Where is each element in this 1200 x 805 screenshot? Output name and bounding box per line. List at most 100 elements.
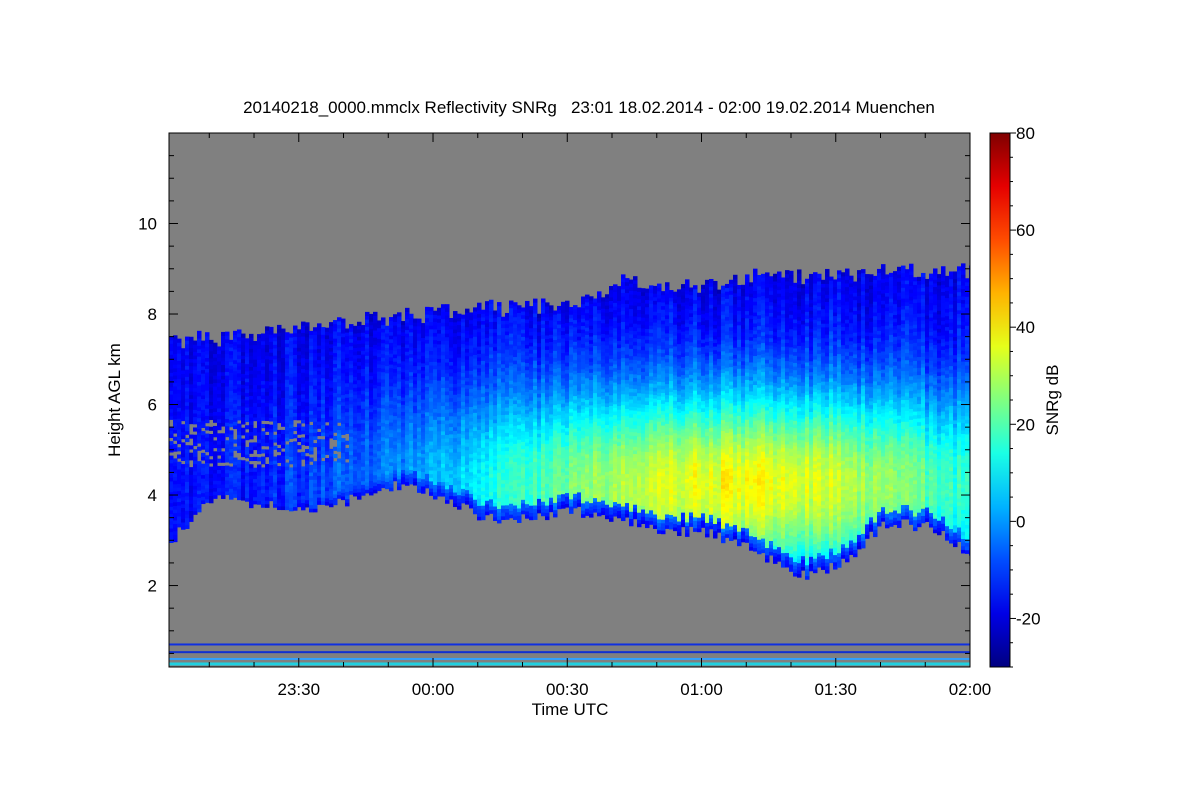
echo-cell bbox=[289, 427, 294, 432]
echo-cell bbox=[553, 411, 558, 417]
echo-cell bbox=[425, 372, 430, 377]
echo-cell bbox=[401, 328, 406, 333]
echo-cell bbox=[269, 348, 274, 353]
echo-cell bbox=[525, 358, 530, 363]
echo-cell bbox=[345, 473, 350, 478]
echo-cell bbox=[381, 339, 386, 344]
echo-cell bbox=[461, 314, 466, 319]
echo-cell bbox=[265, 471, 270, 476]
echo-column bbox=[453, 311, 458, 508]
echo-cell bbox=[489, 411, 494, 417]
echo-cell bbox=[549, 439, 554, 444]
echo-cell bbox=[425, 455, 430, 460]
echo-cell bbox=[389, 320, 394, 325]
echo-cell bbox=[413, 441, 418, 446]
echo-cell bbox=[481, 403, 486, 408]
echo-cell bbox=[465, 330, 470, 335]
echo-cell bbox=[477, 331, 482, 336]
echo-cell bbox=[269, 366, 274, 371]
echo-cell bbox=[389, 393, 394, 398]
echo-cell bbox=[277, 466, 282, 471]
echo-cell bbox=[473, 354, 478, 359]
echo-cell bbox=[525, 460, 530, 465]
echo-cell bbox=[257, 497, 262, 502]
echo-cell bbox=[269, 464, 274, 469]
echo-cell bbox=[381, 364, 386, 369]
echo-cell bbox=[293, 481, 298, 486]
echo-cell bbox=[377, 400, 382, 405]
echo-cell bbox=[341, 401, 346, 406]
echo-cell bbox=[285, 487, 290, 493]
echo-cell bbox=[285, 437, 290, 442]
echo-cell bbox=[505, 360, 510, 365]
echo-cell bbox=[305, 344, 310, 349]
echo-cell bbox=[325, 461, 330, 466]
echo-cell bbox=[561, 395, 566, 401]
echo-cell bbox=[237, 369, 242, 374]
echo-cell bbox=[513, 479, 518, 484]
echo-cell bbox=[321, 493, 326, 498]
echo-cell bbox=[361, 346, 366, 351]
echo-cell bbox=[357, 441, 362, 446]
echo-cell bbox=[537, 465, 542, 470]
echo-cell bbox=[309, 348, 314, 354]
echo-cell bbox=[361, 411, 366, 417]
echo-cell bbox=[277, 375, 282, 380]
echo-cell bbox=[433, 321, 438, 326]
echo-cell bbox=[169, 538, 174, 543]
echo-cell bbox=[421, 475, 426, 480]
echo-cell bbox=[517, 395, 522, 400]
echo-cell bbox=[485, 340, 490, 346]
echo-cell bbox=[477, 357, 482, 362]
echo-cell bbox=[557, 468, 562, 473]
echo-cell bbox=[549, 363, 554, 368]
echo-cell bbox=[381, 360, 386, 366]
echo-cell bbox=[369, 491, 374, 496]
echo-cell bbox=[221, 491, 226, 496]
echo-cell bbox=[181, 402, 186, 407]
echo-cell bbox=[389, 487, 394, 492]
echo-cell bbox=[325, 472, 330, 477]
echo-cell bbox=[449, 336, 454, 341]
echo-cell bbox=[557, 454, 562, 459]
echo-cell bbox=[241, 333, 246, 338]
echo-cell bbox=[173, 483, 178, 488]
echo-cell bbox=[493, 335, 498, 340]
echo-cell bbox=[189, 488, 194, 493]
echo-cell bbox=[193, 427, 198, 432]
echo-cell bbox=[325, 342, 330, 347]
echo-cell bbox=[561, 490, 566, 495]
echo-cell bbox=[437, 362, 442, 367]
echo-cell bbox=[493, 415, 498, 420]
echo-cell bbox=[425, 440, 430, 445]
echo-cell bbox=[213, 465, 218, 470]
echo-cell bbox=[421, 482, 426, 487]
echo-cell bbox=[493, 375, 498, 380]
echo-cell bbox=[365, 402, 370, 407]
echo-cell bbox=[265, 402, 270, 407]
echo-cell bbox=[233, 464, 238, 469]
echo-cell bbox=[513, 367, 518, 372]
echo-cell bbox=[233, 385, 238, 390]
echo-cell bbox=[317, 395, 322, 400]
echo-cell bbox=[325, 494, 330, 499]
echo-cell bbox=[297, 452, 302, 457]
echo-cell bbox=[265, 409, 270, 414]
echo-cell bbox=[277, 357, 282, 362]
echo-cell bbox=[365, 460, 370, 465]
echo-cell bbox=[197, 504, 202, 509]
echo-cell bbox=[409, 328, 414, 333]
echo-cell bbox=[241, 413, 246, 418]
echo-cell bbox=[389, 407, 394, 412]
echo-cell bbox=[485, 467, 490, 472]
echo-cell bbox=[405, 365, 410, 370]
echo-cell bbox=[537, 415, 542, 420]
echo-cell bbox=[297, 365, 302, 370]
echo-cell bbox=[457, 483, 462, 488]
echo-cell bbox=[477, 367, 482, 372]
echo-cell bbox=[557, 439, 562, 445]
echo-cell bbox=[313, 399, 318, 404]
echo-cell bbox=[169, 365, 174, 370]
echo-cell bbox=[393, 401, 398, 406]
echo-cell bbox=[533, 515, 538, 520]
